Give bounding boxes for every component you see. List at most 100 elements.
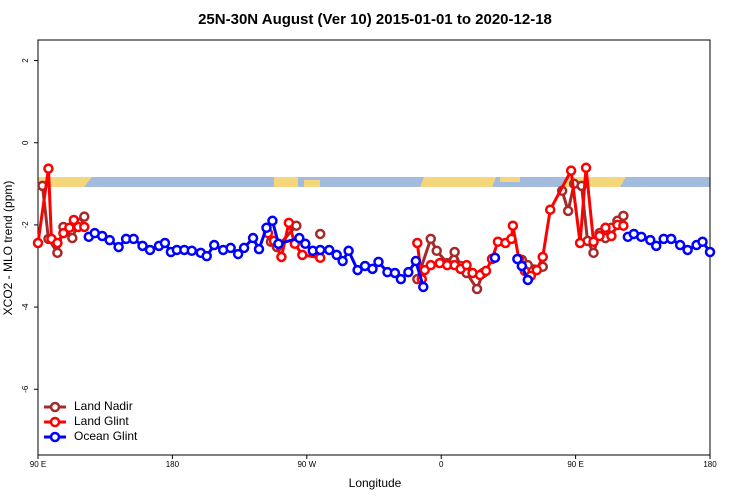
land-ocean-band	[38, 177, 710, 187]
data-point	[247, 232, 259, 244]
x-tick-label: 180	[166, 460, 180, 469]
data-point	[403, 266, 414, 278]
land-band	[274, 177, 298, 187]
data-point	[645, 234, 656, 246]
data-point	[537, 251, 548, 263]
data-point	[225, 242, 236, 254]
data-point	[412, 237, 423, 249]
y-tick-label: -6	[21, 385, 30, 393]
data-point	[395, 273, 407, 285]
data-point	[314, 228, 326, 240]
data-point	[294, 232, 305, 244]
y-axis-label: XCO2 - MLO trend (ppm)	[1, 181, 15, 316]
legend-marker	[49, 431, 61, 443]
x-tick-label: 90 E	[567, 460, 583, 469]
data-point	[128, 233, 139, 245]
data-point	[159, 237, 171, 249]
data-point	[137, 240, 148, 252]
data-point	[373, 256, 384, 268]
data-point	[618, 210, 629, 222]
data-point	[267, 215, 278, 227]
data-point	[431, 245, 442, 257]
data-point	[449, 246, 460, 258]
data-point	[410, 255, 422, 267]
data-point	[113, 241, 124, 253]
data-point	[544, 204, 556, 215]
data-point	[79, 221, 90, 233]
data-point	[283, 217, 295, 229]
data-point	[506, 233, 517, 245]
data-point	[594, 230, 605, 242]
data-point	[67, 232, 78, 244]
land-band	[304, 180, 320, 187]
data-point	[650, 240, 662, 252]
data-point	[337, 255, 348, 267]
data-point	[562, 205, 574, 217]
data-point	[418, 281, 429, 293]
data-point	[480, 265, 492, 277]
x-tick-label: 90 W	[297, 460, 316, 469]
data-point	[96, 230, 108, 242]
data-point	[331, 249, 342, 261]
data-point	[565, 165, 577, 176]
y-tick-label: -4	[21, 303, 30, 311]
data-point	[343, 245, 354, 257]
data-point	[273, 238, 284, 250]
data-point	[574, 237, 586, 249]
data-point	[52, 247, 63, 259]
data-point	[489, 252, 501, 264]
data-point	[314, 244, 326, 256]
land-band	[38, 177, 92, 187]
data-point	[323, 244, 335, 256]
x-axis-label: Longitude	[349, 476, 402, 490]
land-band	[500, 177, 520, 182]
data-point	[43, 163, 54, 174]
x-tick-label: 90 E	[30, 460, 46, 469]
y-tick-label: -2	[21, 221, 30, 229]
x-tick-label: 180	[703, 460, 717, 469]
land-band	[420, 177, 496, 187]
data-point	[261, 222, 272, 234]
legend-label: Ocean Glint	[74, 429, 138, 443]
data-point	[580, 162, 592, 174]
legend-marker	[49, 401, 61, 413]
data-point	[425, 259, 436, 271]
legend-label: Land Nadir	[74, 399, 133, 413]
data-point	[606, 230, 617, 242]
data-point	[665, 233, 677, 245]
data-point	[52, 237, 63, 249]
y-tick-label: 0	[21, 140, 30, 145]
data-point	[352, 264, 363, 276]
chart-title: 25N-30N August (Ver 10) 2015-01-01 to 20…	[198, 11, 552, 28]
data-point	[79, 211, 90, 222]
data-point	[512, 253, 523, 265]
data-point	[32, 237, 44, 249]
data-point	[697, 236, 708, 247]
data-point	[389, 267, 401, 279]
data-point	[300, 238, 311, 250]
data-point	[704, 246, 716, 258]
data-point	[588, 247, 599, 259]
data-point	[516, 260, 528, 272]
data-point	[588, 236, 599, 247]
data-point	[461, 259, 472, 271]
legend-label: Land Glint	[74, 414, 129, 428]
data-point	[208, 239, 220, 251]
data-point	[636, 231, 647, 243]
data-point	[618, 220, 629, 231]
data-point	[531, 264, 543, 276]
data-point	[297, 249, 308, 261]
data-point	[232, 248, 244, 260]
data-point	[238, 242, 250, 254]
data-point	[507, 220, 519, 231]
data-point	[522, 274, 534, 286]
data-point	[186, 245, 198, 257]
series-line	[87, 217, 425, 288]
y-tick-label: 2	[21, 58, 30, 63]
data-point	[68, 214, 80, 226]
data-point	[425, 233, 436, 245]
data-point	[64, 222, 75, 234]
x-tick-label: 0	[439, 460, 444, 469]
legend-marker	[49, 416, 61, 428]
